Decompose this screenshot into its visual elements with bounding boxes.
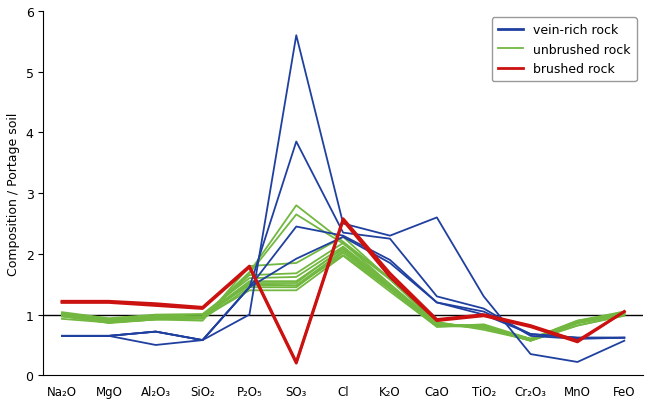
Legend: vein-rich rock, unbrushed rock, brushed rock: vein-rich rock, unbrushed rock, brushed … — [492, 18, 637, 82]
Y-axis label: Composition / Portage soil: Composition / Portage soil — [7, 112, 20, 275]
